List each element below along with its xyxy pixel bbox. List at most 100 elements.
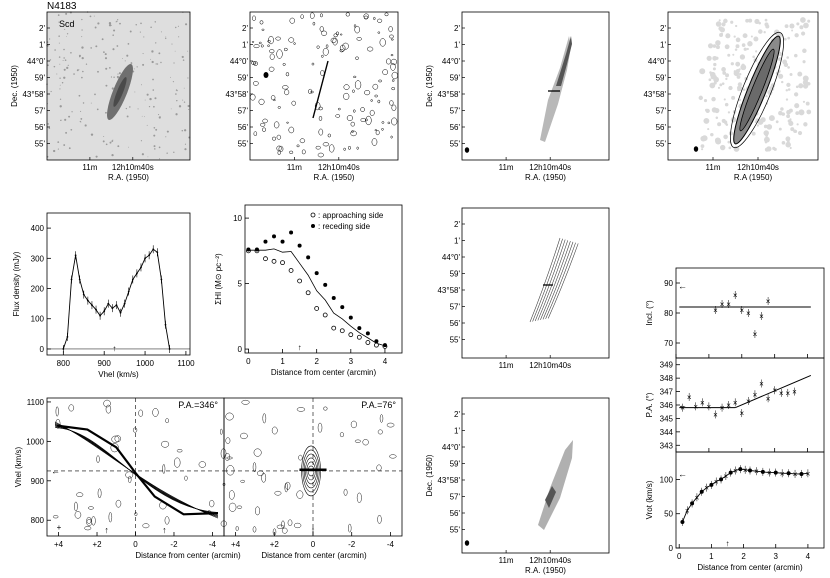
optical-halo [756, 124, 759, 127]
pv-major-contour [54, 421, 219, 519]
optical-halo [763, 31, 766, 34]
profile-point [95, 308, 97, 311]
background-star [117, 76, 119, 79]
background-star [182, 99, 184, 101]
pv-noise-contour [356, 492, 362, 503]
background-star [81, 46, 84, 49]
pv-noise-contour [110, 443, 119, 453]
position-angle-point: × [772, 386, 777, 395]
rotation-point [786, 471, 791, 476]
background-star [95, 45, 98, 48]
approaching-point [305, 290, 311, 296]
noise-contour [258, 41, 262, 45]
profile-point [119, 311, 122, 314]
optical-halo [700, 135, 707, 142]
background-star [151, 50, 154, 53]
background-star [134, 91, 136, 93]
background-star [105, 67, 108, 70]
optical-halo [723, 134, 728, 140]
background-star [59, 77, 61, 79]
background-star [66, 35, 67, 37]
background-star [113, 29, 116, 32]
pv-noise-contour [296, 490, 304, 499]
background-star [142, 63, 145, 66]
background-star [160, 61, 162, 64]
optical-halo [752, 55, 755, 59]
optical-halo [706, 55, 712, 61]
pv-major-contour [54, 425, 219, 515]
optical-halo [735, 24, 738, 28]
position-angle-point: × [792, 388, 797, 397]
model-velocity-panel-dec-tick-label: 2' [454, 220, 460, 229]
velocity-map-panel-dec-tick-label: 1' [454, 41, 460, 50]
optical-halo [710, 132, 714, 137]
optical-halo [783, 37, 787, 41]
profile-xlabel: Vhel (km/s) [98, 370, 139, 379]
background-star [175, 26, 177, 29]
density-average-curve [248, 248, 386, 347]
position-angle-point: × [700, 398, 705, 407]
noise-contour [390, 135, 393, 139]
density-y-tick-label: 10 [233, 214, 242, 223]
noise-contour [377, 99, 381, 104]
optical-halo [788, 120, 794, 127]
optical-halo [797, 130, 803, 136]
receding-point [340, 305, 345, 310]
rotation-point: × [695, 493, 700, 502]
rotation-point [709, 482, 714, 487]
optical-halo [802, 83, 809, 89]
optical-halo [730, 62, 734, 66]
profile-point [123, 302, 126, 305]
pv-noise-contour [96, 455, 100, 463]
residual-map-panel-dec-tick-label: 1' [454, 427, 460, 436]
receding-point [280, 239, 285, 244]
background-star [68, 115, 71, 118]
rotation-point: × [724, 472, 729, 481]
optical-halo [738, 73, 742, 76]
pv-noise-contour [114, 435, 121, 443]
background-star [108, 21, 112, 25]
pv-noise-contour [103, 399, 111, 408]
background-star [79, 55, 81, 58]
optical-halo [721, 67, 726, 72]
velocity-map-panel-ra-tick-label: 11m [499, 163, 514, 172]
background-star [65, 131, 68, 134]
approaching-point [314, 306, 320, 311]
background-star [110, 76, 113, 78]
galaxy-bulge [113, 77, 127, 107]
optical-panel-dec-tick-label: 43°58' [22, 90, 45, 99]
rotation-x-tick-label: 1 [709, 552, 714, 561]
noise-contour [278, 145, 284, 153]
noise-contour [291, 100, 296, 106]
pv-noise-contour [128, 475, 132, 483]
optical-halo [700, 144, 705, 148]
pv-noise-contour [296, 407, 306, 412]
pv-noise-contour [142, 523, 150, 529]
receding-point [348, 315, 353, 320]
background-star [82, 102, 85, 104]
background-star [155, 128, 158, 131]
optical-halo [764, 147, 769, 152]
residual-map-panel-dec-tick-label: 56' [450, 509, 461, 518]
pv-noise-contour [389, 454, 397, 459]
optical-panel-dec-tick-label: 57' [35, 107, 46, 116]
background-star [148, 105, 151, 108]
galaxy-name: N4183 [47, 1, 77, 12]
approaching-point [374, 342, 379, 348]
noise-contour [322, 47, 329, 56]
profile-y-tick-label: 200 [31, 285, 45, 294]
pv-noise-contour [198, 461, 206, 468]
background-star [185, 23, 188, 26]
noise-contour [317, 152, 324, 158]
background-star [63, 68, 66, 71]
model-velocity-panel-dec-tick-label: 1' [454, 237, 460, 246]
velocity-map-panel-dec-tick-label: 55' [450, 140, 461, 149]
position-angle-y-tick-label: 348 [660, 374, 674, 383]
pv-noise-contour [226, 465, 235, 476]
background-star [59, 105, 62, 108]
receding-point [382, 343, 387, 348]
optical-halo [789, 146, 792, 150]
noise-contour [391, 71, 398, 80]
noise-contour [296, 144, 300, 148]
noise-contour [371, 138, 378, 146]
